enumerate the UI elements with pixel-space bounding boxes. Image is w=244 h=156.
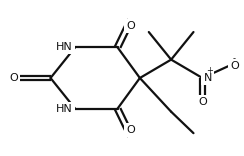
Text: O: O [127, 125, 135, 135]
Text: N: N [203, 73, 212, 83]
Text: +: + [206, 66, 213, 75]
Text: HN: HN [56, 104, 73, 114]
Text: O: O [198, 97, 207, 107]
Text: O: O [230, 61, 239, 71]
Text: O: O [9, 73, 18, 83]
Text: O: O [127, 21, 135, 31]
Text: -: - [233, 54, 236, 63]
Text: HN: HN [56, 42, 73, 52]
